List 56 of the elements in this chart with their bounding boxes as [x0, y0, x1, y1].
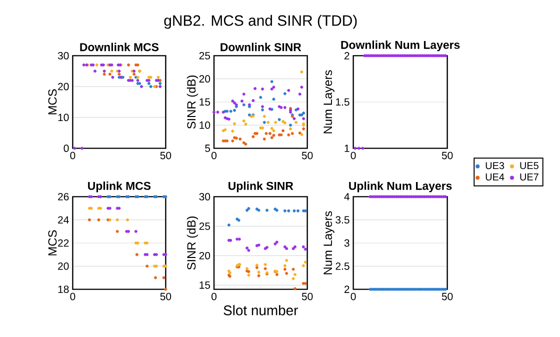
y-tick-label: 4 [344, 193, 350, 200]
y-tick-label: 1 [344, 144, 350, 152]
x-tick-label: 0 [212, 152, 216, 160]
y-axis-title: Num Layers [324, 211, 334, 274]
legend-label: UE3 [486, 162, 504, 170]
x-tick-label: 0 [350, 292, 356, 300]
x-tick-label: 0 [212, 292, 216, 300]
x-tick-label: 0 [70, 152, 76, 160]
y-tick-label: 15 [200, 282, 210, 289]
chart-title: Downlink MCS [80, 42, 159, 52]
x-tick-label: 50 [160, 152, 172, 160]
y-tick-label: 15 [200, 98, 210, 106]
y-axis-title: Num Layers [324, 70, 334, 134]
y-axis-title: MCS [48, 89, 57, 114]
y-tick-label: 2 [344, 52, 350, 60]
y-tick-label: 22 [58, 239, 69, 247]
legend-label: UE7 [520, 174, 538, 180]
x-tick-label: 0 [350, 152, 356, 160]
y-tick-label: 2 [344, 286, 350, 293]
y-tick-label: 1.5 [336, 98, 350, 106]
y-tick-label: 0 [64, 144, 69, 152]
y-tick-label: 10 [200, 121, 210, 129]
y-tick-label: 20 [58, 82, 69, 90]
chart-title: Downlink Num Layers [341, 40, 460, 52]
y-tick-label: 5 [205, 144, 210, 152]
y-tick-label: 3.5 [336, 216, 350, 224]
y-tick-label: 30 [58, 52, 69, 60]
chart-title: Uplink MCS [88, 182, 151, 192]
y-tick-label: 26 [58, 193, 69, 200]
chart-title: Uplink Num Layers [349, 182, 452, 192]
y-tick-label: 18 [58, 286, 69, 294]
y-tick-label: 20 [199, 252, 210, 260]
chart-subtitle: Downlink SINR [220, 42, 302, 52]
y-tick-label: 24 [58, 216, 69, 224]
x-tick-label: 50 [302, 152, 313, 160]
x-tick-label: 50 [302, 292, 313, 300]
x-tick-label: 50 [160, 292, 172, 300]
legend-label: UE5 [520, 162, 538, 170]
y-tick-label: 10 [58, 114, 69, 122]
chart-title: gNB2. MCS and SINR (TDD) [164, 14, 357, 29]
x-tick-label: 50 [442, 292, 453, 300]
y-tick-label: 20 [199, 75, 210, 83]
chart-title: Uplink SINR [228, 182, 294, 192]
y-tick-label: 30 [199, 193, 210, 200]
y-axis-title: SINR (dB) [186, 76, 198, 129]
x-tick-label: 50 [442, 152, 453, 160]
y-axis-title: MCS [48, 230, 57, 256]
y-tick-label: 25 [199, 52, 210, 60]
legend-label: UE4 [486, 174, 504, 180]
x-axis-title: Slot number [224, 305, 298, 316]
y-tick-label: 25 [199, 222, 210, 230]
x-tick-label: 0 [70, 292, 76, 300]
y-tick-label: 3 [344, 239, 350, 247]
y-axis-title: SINR (dB) [186, 216, 198, 270]
y-tick-label: 2.5 [336, 262, 350, 270]
y-tick-label: 20 [58, 262, 69, 270]
